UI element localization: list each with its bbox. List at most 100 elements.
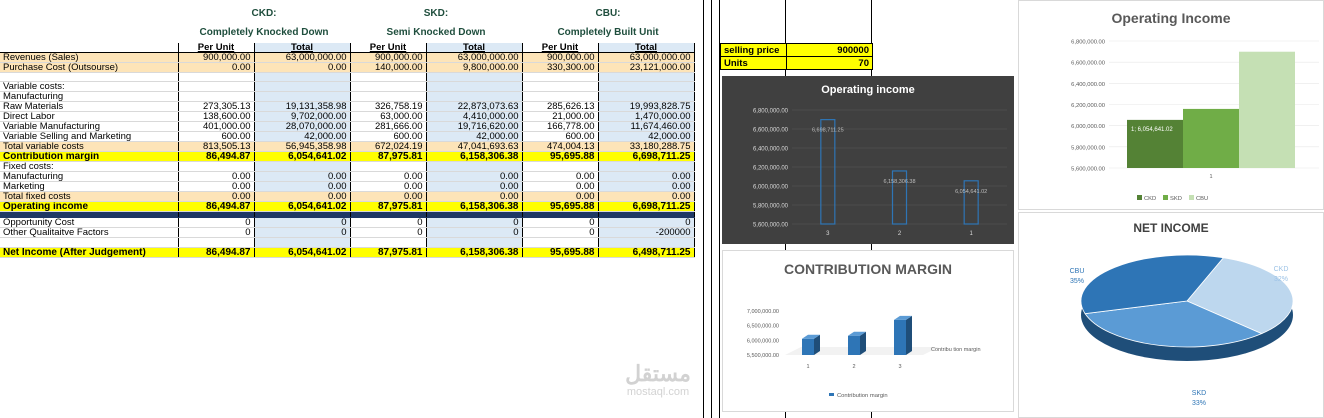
cell-value[interactable]: 600.00	[522, 131, 599, 143]
cell-value[interactable]: 63,000.00	[350, 111, 427, 123]
cell-value[interactable]: 42,000.00	[598, 131, 695, 143]
cell-value[interactable]: 900,000.00	[522, 52, 599, 63]
cell-value[interactable]	[598, 237, 695, 248]
row-label[interactable]	[0, 237, 179, 248]
cell-value[interactable]: 19,716,620.00	[426, 121, 523, 133]
cell-value[interactable]: 672,024.19	[350, 141, 427, 153]
cell-value[interactable]: 6,498,711.25	[598, 247, 695, 258]
cell-value[interactable]: 0.00	[598, 191, 695, 203]
cell-value[interactable]: 0.00	[350, 181, 427, 193]
row-label[interactable]: Total fixed costs	[0, 191, 179, 203]
cell-value[interactable]: 21,000.00	[522, 111, 599, 123]
cell-value[interactable]: 22,873,073.63	[426, 101, 523, 113]
cell-value[interactable]: 140,000.00	[350, 62, 427, 73]
operating-income-dark-chart[interactable]: Operating income 5,600,000.00 5,800,000.0…	[722, 76, 1014, 244]
cell-value[interactable]: 0	[426, 217, 523, 229]
cell-value[interactable]: 900,000.00	[178, 52, 255, 63]
cell-value[interactable]: 0	[350, 217, 427, 229]
cell-value[interactable]: 0	[522, 217, 599, 229]
cell-value[interactable]: 474,004.13	[522, 141, 599, 153]
cell-value[interactable]	[426, 161, 523, 173]
cell-value[interactable]: 0	[522, 227, 599, 239]
cell-value[interactable]: 95,695.88	[522, 151, 599, 163]
cell-value[interactable]: 900,000.00	[350, 52, 427, 63]
cell-value[interactable]: 0.00	[522, 191, 599, 203]
cell-value[interactable]	[522, 72, 599, 83]
cell-value[interactable]	[522, 91, 599, 103]
row-label[interactable]: Opportunity Cost	[0, 217, 179, 229]
cell-value[interactable]: 281,666.00	[350, 121, 427, 133]
row-label[interactable]	[0, 211, 179, 219]
cell-value[interactable]: 63,000,000.00	[426, 52, 523, 63]
cell-value[interactable]	[350, 161, 427, 173]
row-label[interactable]: Direct Labor	[0, 111, 179, 123]
cell-value[interactable]	[426, 211, 523, 219]
cell-value[interactable]	[598, 161, 695, 173]
row-label[interactable]: Raw Materials	[0, 101, 179, 113]
cell-value[interactable]	[254, 211, 351, 219]
cell-value[interactable]: 42,000.00	[426, 131, 523, 143]
cell-value[interactable]: 0.00	[522, 181, 599, 193]
row-label[interactable]: Variable Manufacturing	[0, 121, 179, 133]
column-header[interactable]: Per Unit	[522, 43, 599, 53]
cell-value[interactable]	[178, 72, 255, 83]
row-label[interactable]: Revenues (Sales)	[0, 52, 179, 63]
cell-value[interactable]: 87,975.81	[350, 151, 427, 163]
cell-value[interactable]: 6,054,641.02	[254, 247, 351, 258]
cell-value[interactable]	[350, 237, 427, 248]
units-label[interactable]: Units	[720, 56, 787, 70]
cell-value[interactable]: 6,054,641.02	[254, 151, 351, 163]
cell-value[interactable]: 56,945,358.98	[254, 141, 351, 153]
cell-value[interactable]: 600.00	[178, 131, 255, 143]
cell-value[interactable]: 28,070,000.00	[254, 121, 351, 133]
cell-value[interactable]: 4,410,000.00	[426, 111, 523, 123]
cell-value[interactable]: 813,505.13	[178, 141, 255, 153]
cell-value[interactable]: 0	[598, 217, 695, 229]
cell-value[interactable]: 0	[254, 227, 351, 239]
cell-value[interactable]: 6,698,711.25	[598, 201, 695, 213]
cell-value[interactable]: 0	[178, 217, 255, 229]
cell-value[interactable]: 6,698,711.25	[598, 151, 695, 163]
contribution-margin-chart[interactable]: CONTRIBUTION MARGIN 5,500,000.00 6,000,00…	[722, 250, 1014, 412]
cell-value[interactable]: 285,626.13	[522, 101, 599, 113]
cell-value[interactable]	[178, 237, 255, 248]
cell-value[interactable]: 9,800,000.00	[426, 62, 523, 73]
cell-value[interactable]: 86,494.87	[178, 201, 255, 213]
cell-value[interactable]: 0	[350, 227, 427, 239]
cell-value[interactable]: 0.00	[350, 171, 427, 183]
cell-value[interactable]: 600.00	[350, 131, 427, 143]
cell-value[interactable]	[350, 81, 427, 93]
selling-price-label[interactable]: selling price	[720, 43, 787, 57]
cell-value[interactable]: 0.00	[178, 62, 255, 73]
row-label[interactable]: Manufacturing	[0, 91, 179, 103]
cell-value[interactable]: 0.00	[254, 191, 351, 203]
cell-value[interactable]: 0.00	[426, 191, 523, 203]
operating-income-green-chart[interactable]: Operating Income 5,600,000.00 5,800,000.0…	[1018, 0, 1324, 210]
cell-value[interactable]: 0.00	[350, 191, 427, 203]
cell-value[interactable]: 166,778.00	[522, 121, 599, 133]
cell-value[interactable]: 1,470,000.00	[598, 111, 695, 123]
cell-value[interactable]	[178, 81, 255, 93]
cell-value[interactable]: 86,494.87	[178, 247, 255, 258]
cell-value[interactable]: 6,158,306.38	[426, 151, 523, 163]
cell-value[interactable]: 95,695.88	[522, 201, 599, 213]
cell-value[interactable]: 0.00	[254, 171, 351, 183]
row-label[interactable]	[0, 72, 179, 83]
row-label[interactable]: Variable Selling and Marketing	[0, 131, 179, 143]
cell-value[interactable]: 86,494.87	[178, 151, 255, 163]
cell-value[interactable]	[254, 72, 351, 83]
cell-value[interactable]	[178, 161, 255, 173]
row-label[interactable]: Fixed costs:	[0, 161, 179, 173]
cell-value[interactable]: 23,121,000.00	[598, 62, 695, 73]
row-label[interactable]: Other Qualitaitve Factors	[0, 227, 179, 239]
column-header[interactable]: Per Unit	[350, 43, 427, 53]
cell-value[interactable]	[522, 211, 599, 219]
cell-value[interactable]	[426, 72, 523, 83]
cell-value[interactable]: 11,674,460.00	[598, 121, 695, 133]
cell-value[interactable]	[350, 72, 427, 83]
cell-value[interactable]	[522, 161, 599, 173]
row-label[interactable]: Total variable costs	[0, 141, 179, 153]
row-label[interactable]: Net Income (After Judgement)	[0, 247, 179, 258]
cell[interactable]	[0, 43, 179, 53]
cell-value[interactable]: 273,305.13	[178, 101, 255, 113]
